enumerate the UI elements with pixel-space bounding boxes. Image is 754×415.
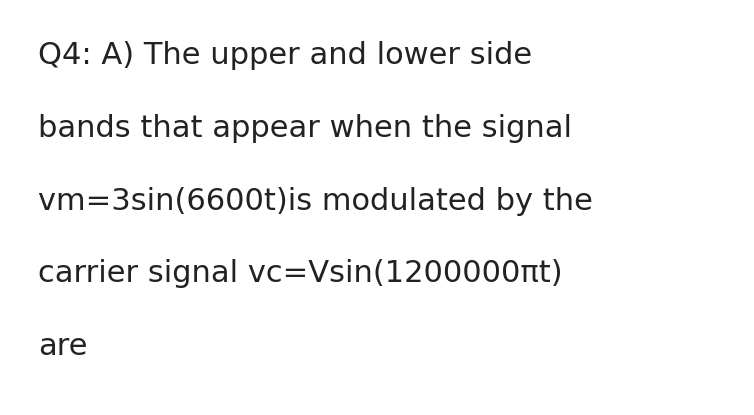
Text: Q4: A) The upper and lower side: Q4: A) The upper and lower side — [38, 42, 532, 71]
Text: carrier signal vc=Vsin(1200000πt): carrier signal vc=Vsin(1200000πt) — [38, 259, 562, 288]
Text: vm=3sin(6600t)is modulated by the: vm=3sin(6600t)is modulated by the — [38, 187, 593, 216]
Text: are: are — [38, 332, 87, 361]
Text: bands that appear when the signal: bands that appear when the signal — [38, 114, 572, 143]
